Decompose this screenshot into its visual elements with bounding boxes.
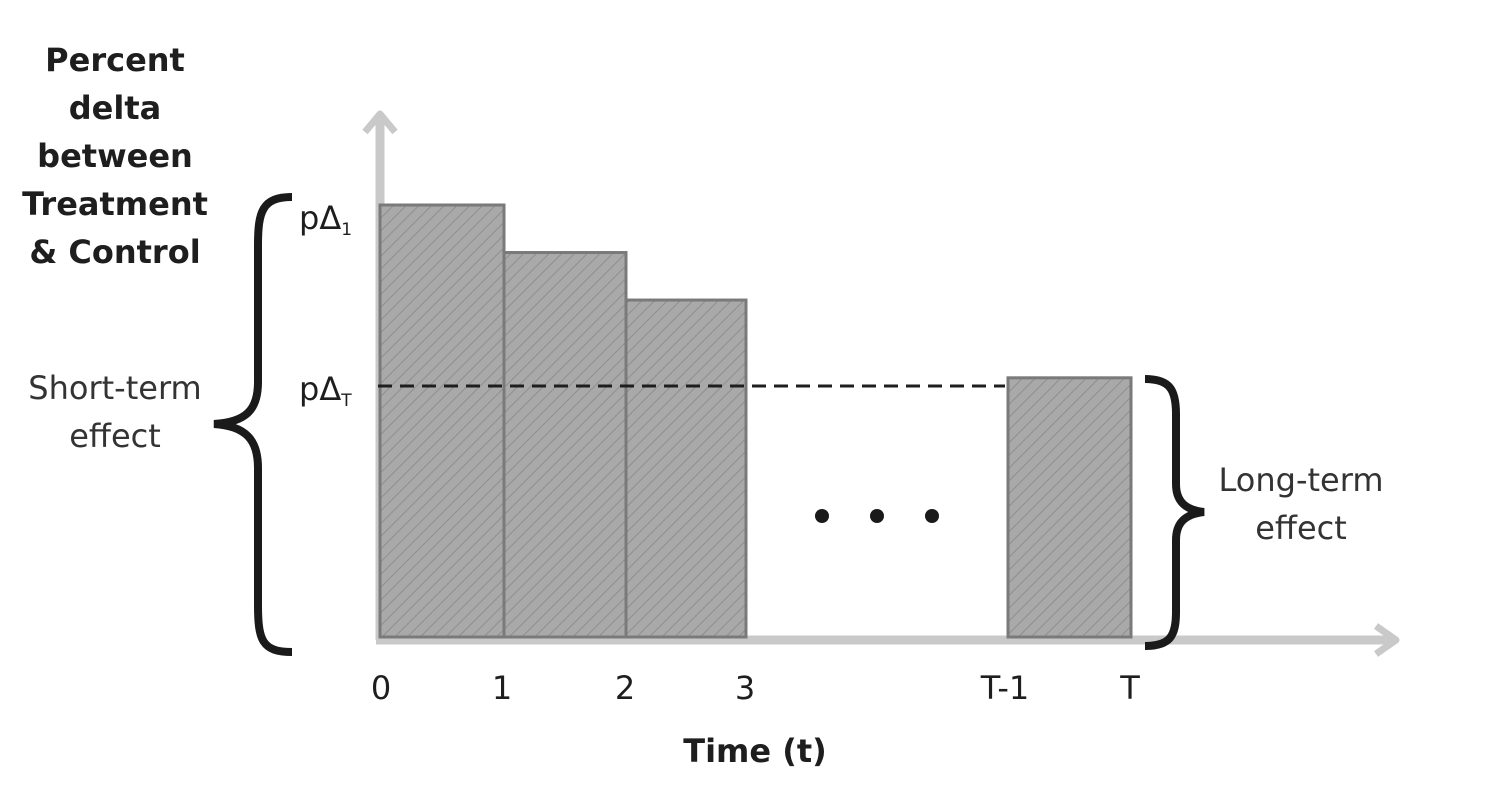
level-label-first-sub: 1: [341, 220, 353, 240]
x-tick-label: 0: [370, 669, 392, 707]
x-axis: [376, 623, 1400, 657]
y-axis-title-line: delta: [68, 89, 162, 127]
level-label-last-sub: T: [341, 391, 352, 411]
ellipsis-dots: [815, 509, 939, 523]
level-label-first: pΔ1: [299, 198, 352, 250]
bar-2-3: [624, 298, 748, 639]
short-term-label-line: Short-term: [28, 369, 202, 407]
level-label-last: pΔT: [299, 369, 352, 421]
y-axis-title-line: Percent: [45, 41, 185, 79]
x-tick-label: 3: [734, 669, 756, 707]
bars-group: [378, 203, 1133, 639]
x-axis-title: Time (t): [683, 732, 827, 770]
y-axis-title: Percent delta between Treatment & Contro…: [10, 36, 220, 276]
bar-1-2: [502, 251, 628, 639]
level-label-first-base: pΔ: [299, 199, 342, 237]
x-axis-arrowhead: [1373, 623, 1400, 657]
y-axis-title-line: Treatment: [22, 185, 208, 223]
x-tick-label: 1: [491, 669, 513, 707]
y-axis-arrowhead: [362, 110, 398, 135]
short-term-label-line: effect: [69, 417, 161, 455]
x-tick-label: 2: [614, 669, 636, 707]
y-axis-title-line: between: [37, 137, 193, 175]
short-term-label: Short-term effect: [10, 364, 220, 460]
bar-T-1-T: [1006, 376, 1133, 639]
x-tick-label: T-1: [980, 669, 1030, 707]
short-term-brace: [213, 193, 293, 656]
long-term-brace: [1144, 375, 1205, 650]
bar-0-1: [378, 203, 506, 639]
y-axis-title-line: & Control: [29, 233, 201, 271]
long-term-label-line: effect: [1255, 509, 1347, 547]
x-tick-label: T: [1120, 669, 1140, 707]
level-label-last-base: pΔ: [299, 370, 342, 408]
long-term-label: Long-term effect: [1196, 456, 1406, 552]
long-term-label-line: Long-term: [1218, 461, 1384, 499]
